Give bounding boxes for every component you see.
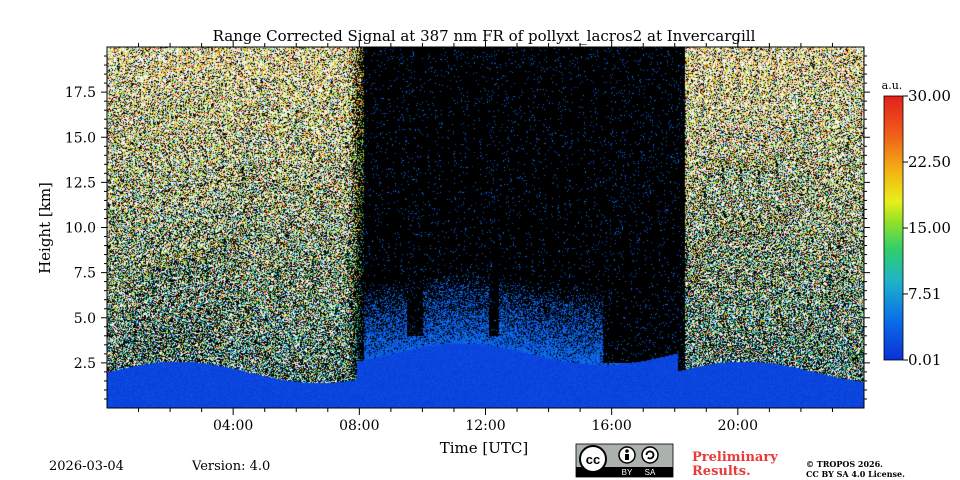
colorbar-tick-label: 7.51 (908, 285, 941, 303)
sa-share-icon (641, 446, 659, 464)
colorbar-tick-label: 22.50 (908, 153, 951, 171)
y-tick-label: 17.5 (65, 85, 96, 101)
by-label: BY (622, 468, 633, 477)
footer-version: Version: 4.0 (191, 459, 270, 474)
colorbar-tick-label: 30.00 (908, 87, 951, 105)
y-tick-label: 7.5 (74, 266, 96, 282)
y-tick-label: 10.0 (65, 221, 96, 237)
colorbar-ticks: 0.01 7.51 15.00 22.50 30.00 (903, 87, 951, 369)
sa-label: SA (645, 468, 656, 477)
x-tick-label: 12:00 (465, 418, 505, 434)
copyright-line1: © TROPOS 2026. (806, 459, 883, 469)
cc-license-badge: cc BY SA (575, 443, 674, 478)
y-tick-label: 2.5 (74, 356, 96, 372)
y-tick-label: 5.0 (74, 311, 96, 327)
preliminary-line1: Preliminary (692, 450, 778, 465)
x-tick-label: 20:00 (718, 418, 758, 434)
preliminary-line2: Results. (692, 464, 751, 479)
x-axis-label: Time [UTC] (440, 439, 529, 457)
copyright-line2: CC BY SA 4.0 License. (806, 469, 905, 479)
heatmap-area (107, 47, 864, 408)
colorbar-tick-label: 15.00 (908, 219, 951, 237)
x-tick-label: 04:00 (213, 418, 253, 434)
y-axis: 2.5 5.0 7.5 10.0 12.5 15.0 17.5 (65, 55, 870, 400)
footer-date: 2026-03-04 (49, 459, 124, 474)
colorbar (883, 95, 904, 361)
cc-text: cc (586, 452, 600, 467)
cc-icon (579, 445, 607, 473)
x-axis: 04:00 08:00 12:00 16:00 20:00 (138, 40, 833, 434)
y-axis-label: Height [km] (36, 182, 54, 274)
colorbar-unit: a.u. (882, 79, 903, 92)
x-tick-label: 16:00 (591, 418, 631, 434)
chart-title: Range Corrected Signal at 387 nm FR of p… (213, 27, 756, 45)
y-tick-label: 12.5 (65, 175, 96, 191)
y-tick-label: 15.0 (65, 130, 96, 146)
x-tick-label: 08:00 (339, 418, 379, 434)
colorbar-tick-label: 0.01 (908, 351, 941, 369)
